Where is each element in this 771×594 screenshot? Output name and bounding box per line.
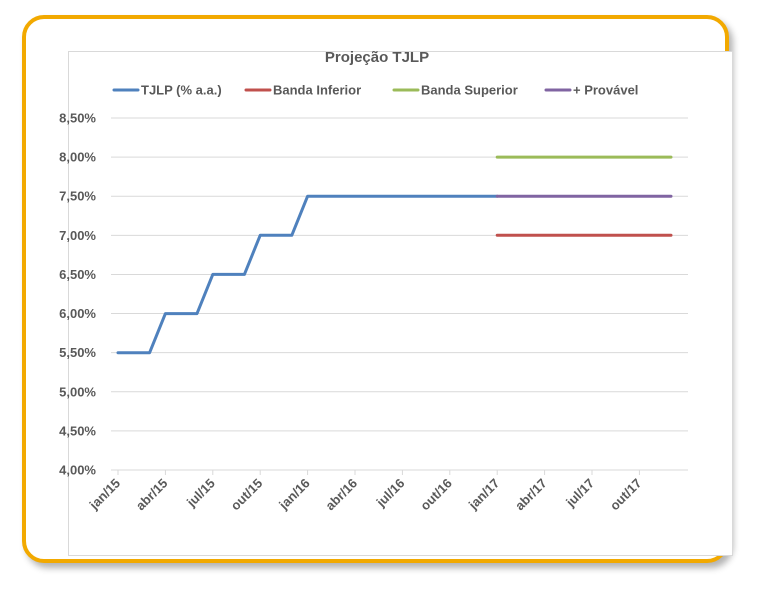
x-tick-label: jan/16 (275, 476, 312, 513)
x-tick-label: out/17 (607, 476, 645, 514)
y-tick-label: 4,00% (59, 463, 96, 478)
x-axis (111, 469, 688, 475)
legend-entry: Banda Superior (421, 83, 518, 98)
legend: TJLP (% a.a.) Banda Inferior Banda Superio… (112, 83, 638, 98)
x-tick-label: jan/17 (465, 476, 502, 513)
y-tick-label: 4,50% (59, 423, 96, 438)
x-tick-label: abr/16 (322, 476, 360, 514)
x-axis-labels: jan/15 abr/15 jul/15 out/15 jan/16 abr/16 jul/… (86, 476, 645, 514)
gridlines (111, 117, 688, 432)
x-tick-label: abr/17 (512, 476, 550, 514)
series-lines (116, 155, 673, 355)
legend-entry: + Provável (573, 83, 638, 98)
y-tick-label: 7,00% (59, 228, 96, 243)
x-tick-label: out/16 (417, 476, 455, 514)
y-tick-label: 8,50% (59, 111, 96, 126)
x-tick-label: jan/15 (86, 476, 123, 513)
chart-frame (22, 15, 733, 563)
x-tick-label: abr/15 (133, 476, 171, 514)
y-tick-label: 8,00% (59, 150, 96, 165)
x-tick-label: jul/17 (562, 476, 597, 511)
y-tick-label: 6,00% (59, 306, 96, 321)
y-tick-label: 7,50% (59, 189, 96, 204)
chart-area (68, 51, 733, 556)
x-tick-label: jul/15 (183, 476, 218, 511)
legend-entry: TJLP (% a.a.) (141, 83, 222, 98)
y-tick-label: 6,50% (59, 267, 96, 282)
y-tick-label: 5,50% (59, 345, 96, 360)
legend-entry: Banda Inferior (273, 83, 361, 98)
x-tick-label: jul/16 (373, 476, 408, 511)
chart-title: Projeção TJLP (325, 49, 429, 66)
x-tick-label: out/15 (228, 476, 266, 514)
y-axis-labels: 4,00% 4,50% 5,00% 5,50% 6,00% 6,50% 7,00% 7,50%… (59, 111, 96, 478)
y-tick-label: 5,00% (59, 384, 96, 399)
series-line (116, 194, 499, 355)
